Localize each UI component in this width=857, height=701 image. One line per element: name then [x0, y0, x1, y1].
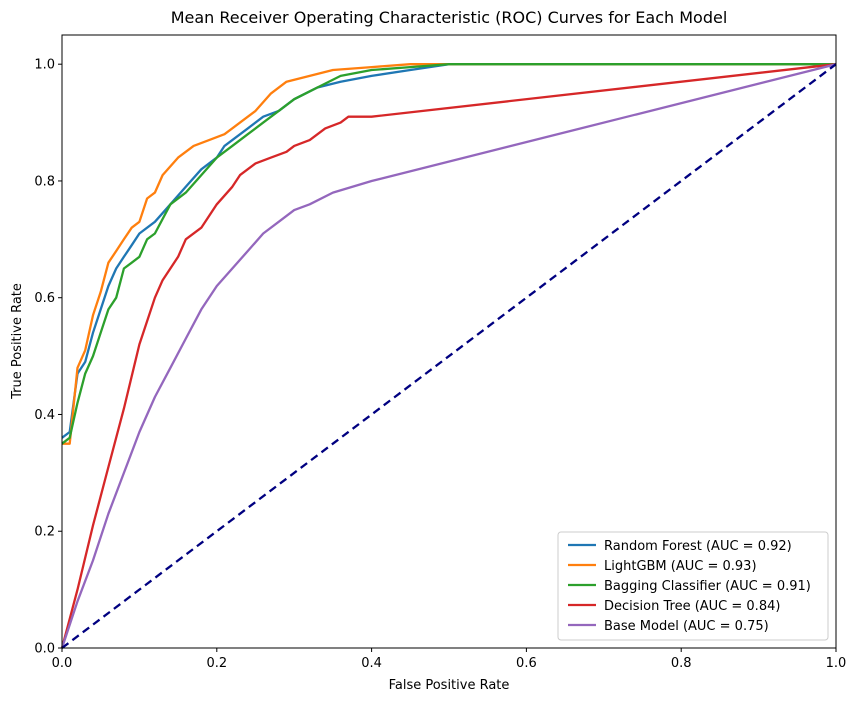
legend-box	[557, 531, 829, 641]
y-tick-label: 0.8	[34, 174, 55, 189]
chart-title: Mean Receiver Operating Characteristic (…	[171, 8, 728, 27]
x-tick-label: 1.0	[826, 656, 847, 671]
series-line-4	[60, 63, 837, 649]
legend: Random Forest (AUC = 0.92) LightGBM (AUC …	[557, 531, 829, 641]
x-tick-label: 0.4	[361, 656, 382, 671]
series-group	[60, 63, 837, 649]
x-tick-label: 0.6	[516, 656, 537, 671]
plot-frame	[61, 34, 837, 649]
x-tick-label: 0.2	[206, 656, 227, 671]
series-line-2	[61, 63, 836, 445]
y-tick-label: 1.0	[34, 58, 55, 73]
y-axis-label: True Positive Rate	[10, 283, 25, 400]
reference-diagonal-line	[61, 63, 837, 649]
legend-label: Base Model (AUC = 0.75)	[604, 619, 769, 634]
y-tick-label: 0.0	[34, 642, 55, 657]
y-tick-label: 0.4	[34, 408, 55, 423]
series-line-1	[62, 63, 836, 445]
series-line-0	[61, 63, 836, 439]
x-axis: 0.0 0.2 0.4 0.6 0.8 1.0	[52, 648, 847, 671]
legend-label: Decision Tree (AUC = 0.84)	[604, 599, 780, 614]
series-line-3	[60, 63, 837, 649]
x-axis-label: False Positive Rate	[389, 678, 510, 693]
x-tick-label: 0.8	[671, 656, 692, 671]
y-tick-label: 0.2	[34, 525, 55, 540]
legend-label: Bagging Classifier (AUC = 0.91)	[604, 579, 811, 594]
plot-area	[60, 34, 837, 649]
legend-label: LightGBM (AUC = 0.93)	[604, 559, 757, 574]
y-tick-label: 0.6	[34, 291, 55, 306]
x-tick-label: 0.0	[52, 656, 73, 671]
y-axis: 0.0 0.2 0.4 0.6 0.8 1.0	[34, 58, 62, 657]
legend-label: Random Forest (AUC = 0.92)	[604, 539, 792, 554]
